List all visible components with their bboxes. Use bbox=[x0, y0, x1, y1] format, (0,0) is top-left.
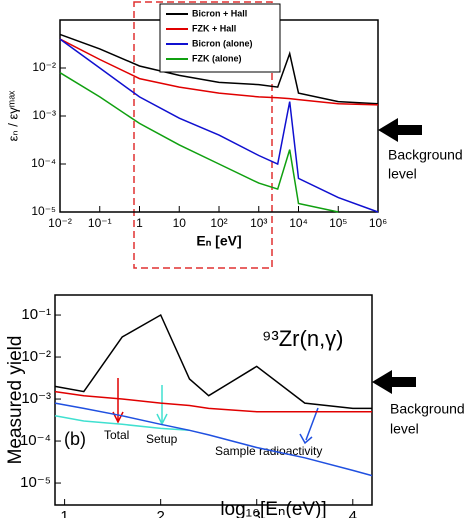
plot-frame bbox=[54, 294, 373, 506]
x-tick-label: 10⁶ bbox=[369, 216, 387, 230]
y-tick-label: 10⁻³ bbox=[32, 108, 56, 122]
y-axis-label: εₙ / εγᵐᵃˣ bbox=[5, 90, 20, 141]
series-line bbox=[59, 33, 379, 105]
y-tick-label: 10⁻³ bbox=[21, 390, 51, 407]
x-tick-label: 10⁻² bbox=[48, 216, 72, 230]
series-line bbox=[59, 72, 339, 213]
annotation: Background bbox=[388, 147, 463, 163]
legend bbox=[159, 3, 281, 73]
series-line bbox=[59, 38, 379, 213]
x-tick-label: 1 bbox=[136, 216, 143, 230]
x-tick-label: 2 bbox=[156, 508, 164, 518]
annotation: Sample radioactivity bbox=[215, 444, 322, 458]
x-tick-label: 1 bbox=[60, 508, 68, 518]
arrow bbox=[299, 407, 319, 445]
series-line bbox=[59, 38, 379, 106]
annotation: Background bbox=[390, 401, 465, 417]
series-line bbox=[54, 415, 190, 432]
annotation: Setup bbox=[146, 432, 178, 446]
annotation: ⁹³Zr(n,γ) bbox=[262, 326, 344, 351]
annotation: Total bbox=[104, 428, 129, 442]
y-tick-label: 10⁻⁴ bbox=[20, 432, 51, 449]
arrow bbox=[378, 118, 422, 142]
x-tick-label: 10² bbox=[210, 216, 227, 230]
x-axis-label: Eₙ [eV] bbox=[196, 233, 241, 249]
x-tick-label: 10⁻¹ bbox=[88, 216, 112, 230]
y-tick-label: 10⁻⁴ bbox=[31, 156, 56, 170]
annotation: level bbox=[390, 421, 419, 437]
y-tick-label: 10⁻² bbox=[32, 60, 56, 74]
highlight-box bbox=[133, 1, 273, 269]
legend-label: FZK (alone) bbox=[192, 53, 242, 63]
x-tick-label: 3 bbox=[253, 508, 261, 518]
series-line bbox=[54, 390, 372, 413]
x-tick-label: 10 bbox=[173, 216, 187, 230]
arrow bbox=[372, 370, 416, 394]
y-axis-label: Measured yield bbox=[5, 336, 26, 465]
y-tick-label: 10⁻⁵ bbox=[20, 474, 51, 491]
series-line bbox=[54, 402, 373, 477]
legend-label: FZK + Hall bbox=[192, 23, 236, 33]
y-tick-label: 10⁻² bbox=[21, 348, 51, 365]
legend-label: Bicron + Hall bbox=[192, 8, 247, 18]
series-line bbox=[54, 313, 372, 410]
x-tick-label: 10³ bbox=[250, 216, 267, 230]
annotation: (b) bbox=[64, 429, 86, 449]
x-tick-label: 4 bbox=[349, 508, 357, 518]
x-axis-label: log₁₀[Eₙ(eV)] bbox=[220, 499, 326, 518]
x-tick-label: 10⁵ bbox=[329, 216, 347, 230]
y-tick-label: 10⁻⁵ bbox=[31, 204, 56, 218]
arrow bbox=[156, 385, 168, 426]
legend-label: Bicron (alone) bbox=[192, 38, 253, 48]
y-tick-label: 10⁻¹ bbox=[21, 306, 51, 323]
annotation: level bbox=[388, 166, 417, 182]
x-tick-label: 10⁴ bbox=[289, 216, 308, 230]
